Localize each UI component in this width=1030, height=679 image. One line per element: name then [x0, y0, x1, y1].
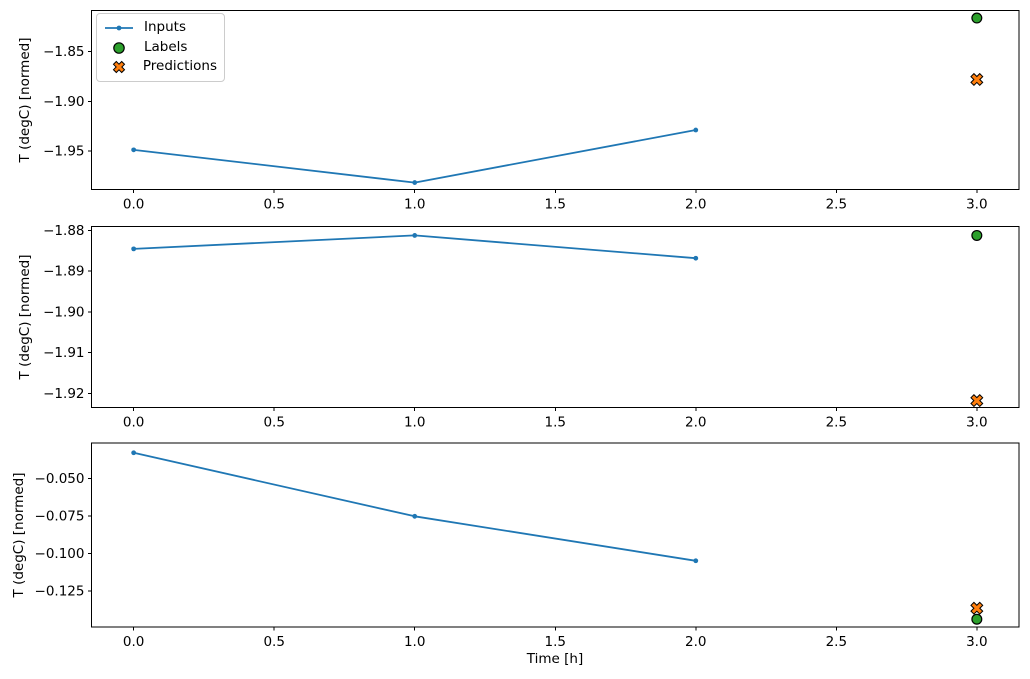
x-tick-label: 0.5 — [263, 634, 284, 650]
inputs-point — [693, 127, 699, 133]
x-tick-label: 2.0 — [685, 634, 706, 650]
y-tick-label: −1.91 — [43, 345, 84, 361]
inputs-point — [412, 233, 418, 238]
labels-circle-icon — [113, 41, 125, 54]
y-axis-label-middle: T (degC) [normed] — [17, 254, 33, 380]
x-tick-label: 1.5 — [545, 197, 566, 213]
y-tick-label: −0.075 — [35, 508, 85, 524]
x-tick-label: 3.0 — [966, 634, 987, 650]
x-tick-label: 1.0 — [404, 634, 425, 650]
x-tick-label: 0.0 — [123, 415, 144, 431]
x-tick-label: 0.0 — [123, 197, 144, 213]
x-tick-label: 2.5 — [826, 415, 847, 431]
legend-label-inputs: Inputs — [144, 19, 186, 36]
legend-label-predictions: Predictions — [142, 58, 217, 75]
x-tick-label: 0.5 — [263, 197, 284, 213]
axes-frame-subplot-1 — [91, 10, 1020, 190]
y-axis-label-bottom: T (degC) [normed] — [11, 472, 27, 598]
x-tick-label: 2.0 — [685, 415, 706, 431]
x-tick-label: 0.0 — [123, 634, 144, 650]
x-tick-label: 1.5 — [545, 634, 566, 650]
predictions-point — [970, 394, 984, 408]
legend-item-inputs: Inputs — [104, 18, 217, 38]
x-tick-label: 0.5 — [263, 415, 284, 431]
y-axis-label-top: T (degC) [normed] — [17, 37, 33, 163]
labels-point — [971, 12, 983, 24]
legend-label-labels: Labels — [144, 38, 188, 55]
inputs-point — [693, 558, 699, 564]
inputs-point — [131, 147, 137, 153]
predictions-x-icon — [112, 60, 126, 74]
x-tick-label: 2.0 — [685, 197, 706, 213]
y-tick-label: −0.125 — [35, 583, 85, 599]
x-tick-label: 2.5 — [826, 197, 847, 213]
x-tick-label: 1.0 — [404, 197, 425, 213]
y-tick-label: −1.95 — [43, 143, 84, 159]
labels-point — [971, 613, 983, 625]
y-tick-label: −1.88 — [43, 223, 84, 239]
inputs-point — [693, 255, 699, 261]
inputs-point — [412, 513, 418, 519]
x-tick-label: 3.0 — [966, 197, 987, 213]
y-tick-label: −1.89 — [43, 264, 84, 280]
inputs-point — [412, 180, 418, 185]
y-tick-label: −1.90 — [43, 304, 84, 320]
labels-point — [971, 229, 983, 241]
y-tick-label: −1.90 — [43, 94, 84, 110]
y-tick-label: −1.92 — [43, 386, 84, 402]
axes-frame-subplot-2 — [91, 226, 1020, 408]
y-tick-label: −0.050 — [35, 471, 85, 487]
x-tick-label: 1.0 — [404, 415, 425, 431]
inputs-point — [131, 246, 137, 252]
x-tick-label: 3.0 — [966, 415, 987, 431]
y-tick-label: −1.85 — [43, 44, 84, 60]
predictions-point — [970, 72, 984, 87]
y-tick-label: −0.100 — [35, 546, 85, 562]
legend-item-labels: Labels — [104, 38, 217, 58]
x-tick-label: 2.5 — [826, 634, 847, 650]
legend-item-predictions: Predictions — [104, 57, 217, 77]
x-tick-label: 1.5 — [545, 415, 566, 431]
inputs-line-icon — [105, 25, 133, 31]
axes-frame-subplot-3 — [91, 442, 1020, 628]
legend: Inputs Labels Predictions — [96, 13, 225, 82]
x-axis-label: Time [h] — [526, 651, 584, 667]
predictions-point — [970, 601, 984, 615]
inputs-point — [131, 450, 137, 456]
